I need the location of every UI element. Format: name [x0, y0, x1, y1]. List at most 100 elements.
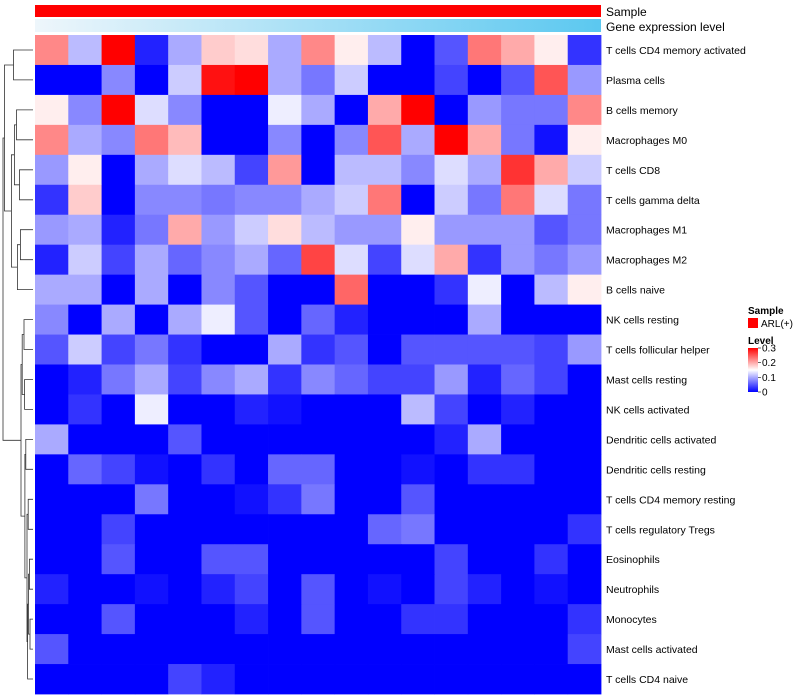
heatmap-cell — [467, 124, 502, 156]
heatmap-cell — [367, 154, 402, 186]
heatmap-cell — [35, 184, 69, 216]
heatmap-cell — [134, 634, 169, 665]
heatmap-cell — [68, 334, 102, 365]
heatmap-cell — [268, 484, 302, 515]
heatmap-cell — [201, 664, 236, 695]
row-label: Monocytes — [606, 614, 657, 626]
heatmap-cell — [301, 664, 336, 695]
heatmap-cell — [301, 364, 336, 395]
heatmap-cell — [501, 604, 535, 635]
heatmap-cell — [501, 214, 535, 246]
heatmap-cell — [35, 334, 69, 365]
heatmap-cell — [467, 454, 502, 485]
heatmap-cell — [567, 634, 602, 665]
heatmap-cell — [201, 184, 236, 216]
heatmap-cell — [334, 244, 369, 276]
heatmap-cell — [534, 604, 569, 635]
dendrogram-branch-1 — [16, 109, 33, 141]
column-annotations: Sample Gene expression level — [35, 5, 725, 34]
heatmap-cell — [467, 154, 502, 186]
heatmap-cell — [168, 35, 202, 66]
heatmap-cell — [534, 154, 569, 186]
heatmap-cell — [567, 454, 602, 485]
heatmap-cell — [68, 454, 102, 485]
heatmap-cell — [401, 604, 435, 635]
heatmap-cell — [467, 64, 502, 96]
heatmap-cell — [234, 154, 269, 186]
heatmap-cell — [234, 304, 269, 335]
heatmap-cell — [134, 35, 169, 66]
heatmap-cell — [201, 394, 236, 425]
legend-tick-label: 0.2 — [762, 358, 776, 369]
heatmap-cell — [101, 334, 136, 365]
heatmap-cell — [134, 364, 169, 395]
heatmap-cell — [567, 214, 602, 246]
heatmap-cell — [534, 334, 569, 365]
heatmap-cell — [301, 544, 336, 575]
heatmap-cell — [234, 94, 269, 126]
heatmap-cell — [534, 454, 569, 485]
heatmap-cell — [101, 424, 136, 455]
heatmap-cell — [301, 394, 336, 425]
heatmap-cell — [434, 634, 469, 665]
heatmap-cell — [401, 664, 435, 695]
heatmap-cell — [334, 634, 369, 665]
row-label: T cells regulatory Tregs — [606, 524, 715, 536]
legend-tick-label: 0 — [762, 388, 768, 399]
heatmap-cell — [401, 64, 435, 96]
heatmap-cell — [334, 544, 369, 575]
heatmap-cell — [234, 514, 269, 545]
heatmap-cell — [201, 35, 236, 66]
heatmap-cell — [367, 304, 402, 335]
heatmap-cell — [401, 454, 435, 485]
heatmap-cell — [168, 394, 202, 425]
heatmap-cell — [534, 304, 569, 335]
heatmap-cell — [101, 35, 136, 66]
heatmap-cell — [467, 604, 502, 635]
heatmap-cell — [434, 424, 469, 455]
row-label: Macrophages M0 — [606, 135, 687, 147]
heatmap-cell — [534, 94, 569, 126]
heatmap-cell — [401, 334, 435, 365]
heatmap-cell — [434, 364, 469, 395]
heatmap-cell — [35, 154, 69, 186]
heatmap-cell — [201, 334, 236, 365]
heatmap-cell — [68, 574, 102, 605]
heatmap-cell — [534, 214, 569, 246]
legend-sample-title: Sample — [748, 306, 784, 317]
heatmap-cell — [567, 124, 602, 156]
heatmap-cell — [401, 544, 435, 575]
heatmap-cell — [401, 274, 435, 305]
heatmap-cell — [534, 484, 569, 515]
heatmap-cell — [534, 394, 569, 425]
heatmap-cell — [467, 184, 502, 216]
heatmap-cell — [467, 574, 502, 605]
heatmap-cell — [35, 454, 69, 485]
heatmap-cell — [168, 574, 202, 605]
heatmap-cell — [367, 514, 402, 545]
heatmap-cell — [334, 514, 369, 545]
heatmap-cell — [334, 604, 369, 635]
dendrogram-branch-5 — [17, 244, 33, 290]
heatmap-cell — [101, 514, 136, 545]
heatmap-cell — [168, 154, 202, 186]
dendrogram-branch-14 — [29, 618, 33, 650]
heatmap-cell — [534, 244, 569, 276]
heatmap-cell — [68, 604, 102, 635]
heatmap-cell — [168, 424, 202, 455]
gene-expression-level-label: Gene expression level — [606, 20, 725, 34]
heatmap-cell — [534, 424, 569, 455]
heatmap-cell — [401, 364, 435, 395]
heatmap-cell — [534, 184, 569, 216]
heatmap-cell — [334, 334, 369, 365]
heatmap-cell — [134, 64, 169, 96]
heatmap-cell — [101, 124, 136, 156]
heatmap-cell — [201, 574, 236, 605]
heatmap-cell — [434, 184, 469, 216]
row-label: B cells naive — [606, 285, 665, 297]
row-label: T cells CD4 memory resting — [606, 494, 735, 506]
heatmap-cell — [268, 244, 302, 276]
heatmap-cell — [467, 484, 502, 515]
heatmap-cell — [168, 334, 202, 365]
heatmap-cell — [467, 304, 502, 335]
